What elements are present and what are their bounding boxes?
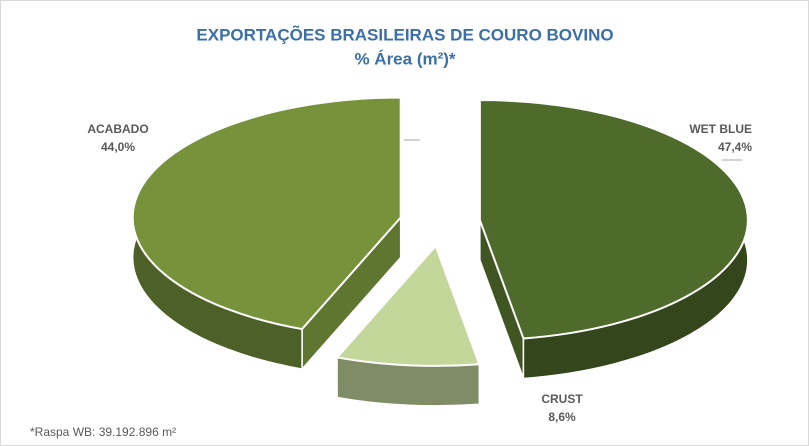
chart-title: EXPORTAÇÕES BRASILEIRAS DE COURO BOVINO [196,24,613,44]
slice-label: CRUST [541,392,583,406]
slice [335,243,481,407]
footnote: *Raspa WB: 39.192.896 m² [30,425,176,439]
slice-label: ACABADO [87,122,148,136]
slice-top [478,99,749,340]
slice-value-label: 44,0% [101,140,135,154]
chart-subtitle: % Área (m²)* [354,49,455,68]
slice [131,96,402,372]
slice-top [131,96,402,331]
slices [131,96,749,407]
slice-top [335,243,481,367]
slice-value-label: 47,4% [718,140,752,154]
slice [478,99,749,380]
slice-value-label: 8,6% [548,410,576,424]
slice-label: WET BLUE [689,122,752,136]
